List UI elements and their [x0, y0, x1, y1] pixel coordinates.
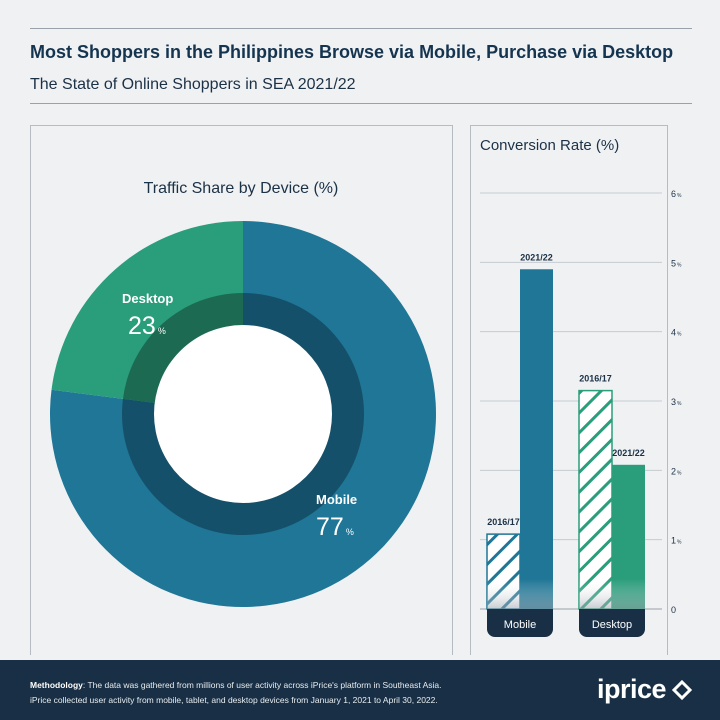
y-tick-unit: % [677, 470, 682, 476]
page-subtitle: The State of Online Shoppers in SEA 2021… [30, 76, 356, 93]
bar-panel [470, 125, 668, 655]
y-tick-unit: % [677, 262, 682, 268]
y-tick-label: 2% [671, 466, 682, 476]
y-tick-label: 0 [671, 605, 676, 615]
y-tick-label: 1% [671, 536, 682, 546]
donut-chart-title: Traffic Share by Device (%) [143, 180, 339, 197]
y-tick-label: 3% [671, 397, 682, 407]
tag-icon [672, 679, 692, 700]
y-tick-label: 5% [671, 258, 682, 268]
y-tick-unit: % [677, 540, 682, 546]
bar-chart-title: Conversion Rate (%) [480, 137, 620, 154]
page-title: Most Shoppers in the Philippines Browse … [30, 42, 674, 62]
logo-text: iprice [596, 674, 667, 704]
donut-panel [30, 125, 453, 655]
y-tick-unit: % [677, 193, 682, 199]
methodology-text: Methodology: The data was gathered from … [30, 678, 442, 708]
y-tick-unit: % [677, 332, 682, 338]
methodology-line-2: iPrice collected user activity from mobi… [30, 695, 438, 705]
y-tick-unit: % [677, 401, 682, 407]
methodology-line-1: : The data was gathered from millions of… [82, 680, 442, 690]
top-rule [30, 28, 692, 29]
iprice-logo: iprice [597, 674, 692, 705]
methodology-label: Methodology [30, 680, 83, 690]
subtitle-rule [30, 103, 692, 104]
y-tick-label: 6% [671, 189, 682, 199]
y-tick-label: 4% [671, 328, 682, 338]
footer: Methodology: The data was gathered from … [0, 660, 720, 720]
